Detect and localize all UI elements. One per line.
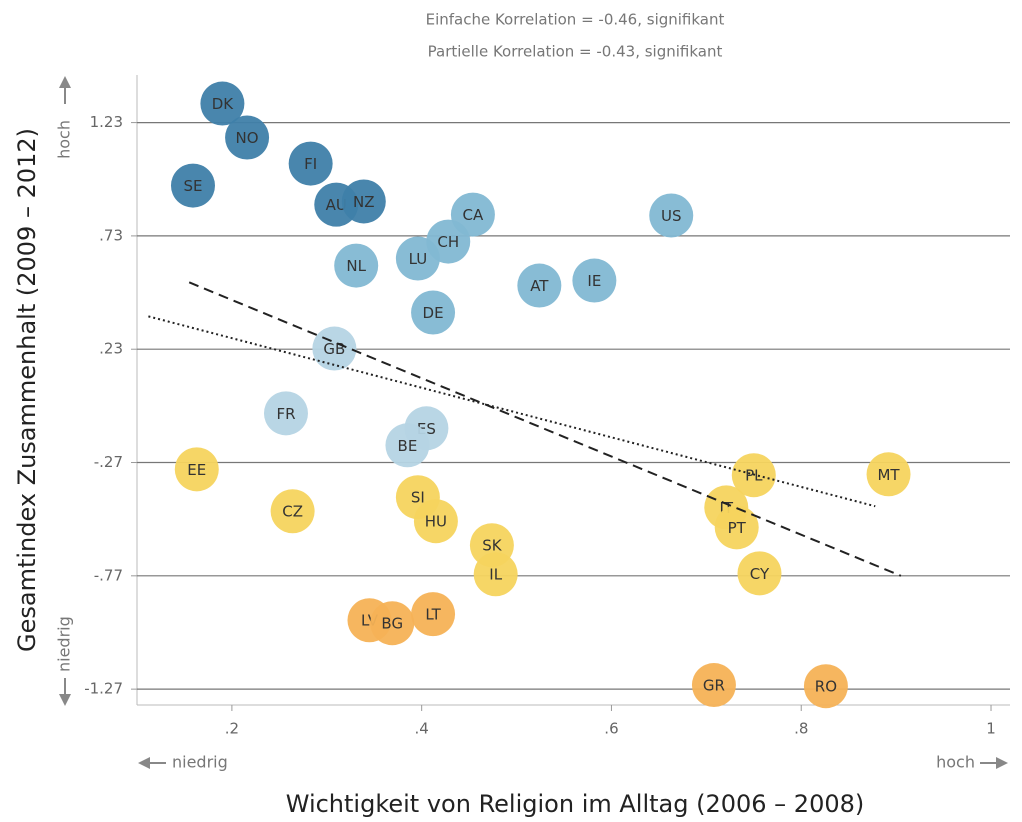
point <box>170 163 215 208</box>
point-label: BE <box>398 437 418 455</box>
x-tick-label: .8 <box>794 720 808 738</box>
point-label: LU <box>409 250 428 268</box>
x-tick-label: .6 <box>604 720 618 738</box>
point-label: GR <box>703 677 725 695</box>
point-label: SI <box>411 489 425 507</box>
point-label: NO <box>236 129 259 147</box>
x-tick-label: .2 <box>225 720 239 738</box>
point-label: SE <box>183 177 202 195</box>
arrows <box>59 76 1008 769</box>
point-label: AT <box>530 277 549 295</box>
point-label: CY <box>750 565 770 583</box>
x-axis-label: Wichtigkeit von Religion im Alltag (2006… <box>286 790 865 818</box>
point-label: FI <box>304 155 317 173</box>
point <box>288 141 333 186</box>
point-label: NL <box>346 257 366 275</box>
point-label: US <box>661 207 682 225</box>
point <box>263 391 308 436</box>
trend-line <box>188 281 902 577</box>
point-label: DE <box>423 304 444 322</box>
subtitle: Partielle Korrelation = -0.43, signifika… <box>428 43 723 61</box>
point <box>649 193 694 238</box>
point <box>200 81 245 126</box>
y-axis-label: Gesamtindex Zusammenhalt (2009 – 2012) <box>13 128 41 652</box>
point-label: MT <box>877 466 900 484</box>
point-label: FR <box>276 405 295 423</box>
y-tick-label: .73 <box>99 226 123 244</box>
point-label: NZ <box>353 193 375 211</box>
point <box>803 664 848 709</box>
point <box>413 499 458 544</box>
point-label: SK <box>482 537 503 555</box>
y-tick-label: -.27 <box>94 453 123 471</box>
x-low-label: niedrig <box>172 753 228 772</box>
x-tick-label: 1 <box>986 720 996 738</box>
point-label: RO <box>815 678 837 696</box>
point <box>473 552 518 597</box>
y-tick-label: -1.27 <box>84 680 123 698</box>
point <box>370 601 415 646</box>
point-label: CA <box>463 206 484 224</box>
trend-line <box>148 315 876 508</box>
point-label: LT <box>425 606 441 624</box>
subtitle: Einfache Korrelation = -0.46, signifikan… <box>426 11 725 29</box>
point-label: CH <box>437 233 459 251</box>
point-label: IE <box>587 272 601 290</box>
x-tick-label: .4 <box>415 720 429 738</box>
y-tick-label: 1.23 <box>90 113 123 131</box>
point <box>411 290 456 335</box>
point <box>866 452 911 497</box>
point-label: DK <box>212 95 235 113</box>
point <box>411 592 456 637</box>
point <box>714 505 759 550</box>
point <box>174 447 219 492</box>
point <box>270 489 315 534</box>
x-high-label: hoch <box>936 753 975 772</box>
y-tick-label: -.77 <box>94 566 123 584</box>
point <box>334 243 379 288</box>
point <box>737 551 782 596</box>
point <box>225 115 270 160</box>
y-high-label: hoch <box>55 120 74 159</box>
point <box>341 179 386 224</box>
point <box>691 663 736 708</box>
point <box>572 258 617 303</box>
point-label: CZ <box>282 503 303 521</box>
point-label: IL <box>489 566 502 584</box>
point-label: GB <box>323 340 345 358</box>
point <box>517 263 562 308</box>
point-label: EE <box>187 461 206 479</box>
y-tick-label: .23 <box>99 340 123 358</box>
point-label: AU <box>326 196 347 214</box>
point-label: BG <box>381 615 403 633</box>
point <box>395 236 440 281</box>
point <box>385 423 430 468</box>
point-label: HU <box>425 513 447 531</box>
y-low-label: niedrig <box>55 616 74 672</box>
point-label: PL <box>745 467 763 485</box>
point-label: PT <box>728 519 747 537</box>
